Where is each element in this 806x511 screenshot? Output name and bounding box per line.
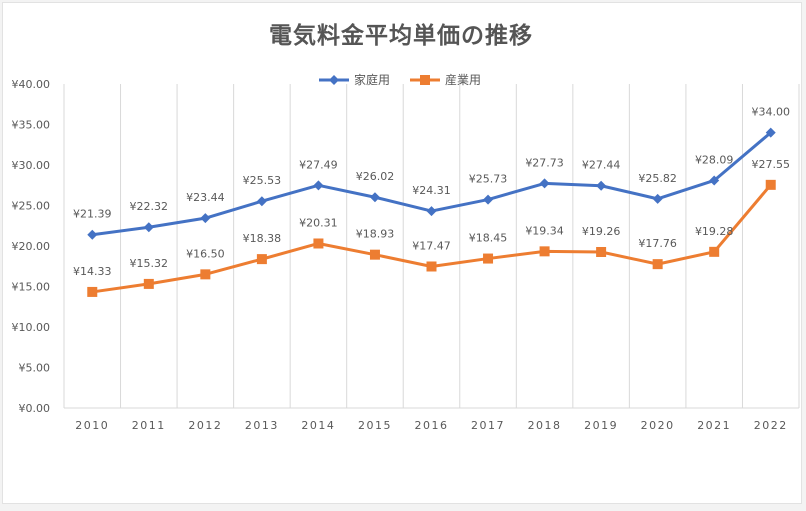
- x-tick-label: 2011: [132, 419, 166, 432]
- data-label: ¥18.45: [469, 232, 508, 245]
- line-chart: 電気料金平均単価の推移 家庭用 産業用 ¥0.00 ¥5.00 ¥10.00 ¥15.0…: [12, 22, 800, 432]
- series-group: ¥21.39 ¥22.32 ¥23.44 ¥25.53 ¥27.49 ¥26.02 ¥24.…: [73, 106, 790, 297]
- data-point: [483, 194, 494, 205]
- y-tick-label: ¥30.00: [12, 159, 51, 172]
- data-point: [596, 180, 607, 191]
- data-label: ¥19.34: [525, 224, 564, 237]
- x-tick-label: 2017: [471, 419, 505, 432]
- data-point: [426, 206, 437, 217]
- y-tick-label: ¥35.00: [12, 119, 51, 132]
- y-tick-label: ¥10.00: [12, 321, 51, 334]
- y-tick-label: ¥25.00: [12, 200, 51, 213]
- legend-label: 家庭用: [354, 72, 390, 87]
- x-tick-label: 2015: [358, 419, 392, 432]
- x-tick-label: 2013: [245, 419, 279, 432]
- y-tick-label: ¥0.00: [19, 402, 51, 415]
- data-point: [709, 246, 720, 257]
- x-tick-label: 2012: [188, 419, 222, 432]
- data-label: ¥34.00: [751, 106, 790, 119]
- legend-marker: [329, 75, 339, 85]
- data-point: [652, 193, 663, 204]
- data-point: [256, 196, 267, 207]
- data-point: [256, 254, 267, 265]
- x-tick-label: 2020: [641, 419, 675, 432]
- data-label: ¥22.32: [130, 200, 169, 213]
- data-label: ¥28.09: [695, 153, 734, 166]
- y-tick-label: ¥15.00: [12, 281, 51, 294]
- chart-title: 電気料金平均単価の推移: [269, 22, 533, 49]
- data-point: [596, 246, 607, 257]
- data-label: ¥27.49: [299, 158, 338, 171]
- chart-frame: 電気料金平均単価の推移 家庭用 産業用 ¥0.00 ¥5.00 ¥10.00 ¥15.0…: [2, 2, 802, 504]
- data-point: [369, 192, 380, 203]
- legend: 家庭用 産業用: [319, 72, 481, 87]
- data-label: ¥15.32: [130, 257, 169, 270]
- data-label: ¥25.73: [469, 173, 508, 186]
- x-axis: 2010 2011 2012 2013 2014 2015 2016 2017 2018 2019…: [75, 419, 788, 432]
- x-tick-label: 2014: [301, 419, 335, 432]
- data-label: ¥20.31: [299, 216, 338, 229]
- data-label: ¥25.82: [638, 172, 677, 185]
- series-1: ¥14.33 ¥15.32 ¥16.50 ¥18.38 ¥20.31 ¥18.93 ¥17.…: [73, 158, 790, 297]
- data-point: [539, 178, 550, 189]
- data-label: ¥18.93: [356, 228, 395, 241]
- data-point: [200, 269, 211, 280]
- data-label: ¥25.53: [243, 174, 282, 187]
- data-point: [539, 246, 550, 257]
- data-label: ¥23.44: [186, 191, 225, 204]
- x-tick-label: 2022: [754, 419, 788, 432]
- legend-marker: [420, 75, 430, 85]
- data-label: ¥17.76: [638, 237, 677, 250]
- data-label: ¥18.38: [243, 232, 282, 245]
- y-axis: ¥0.00 ¥5.00 ¥10.00 ¥15.00 ¥20.00 ¥25.00 ¥30.00…: [12, 78, 51, 415]
- x-tick-label: 2019: [584, 419, 618, 432]
- data-point: [87, 229, 98, 240]
- data-point: [313, 238, 324, 249]
- data-label: ¥19.28: [695, 225, 734, 238]
- data-point: [709, 175, 720, 186]
- data-point: [483, 253, 494, 264]
- data-label: ¥19.26: [582, 225, 621, 238]
- data-point: [426, 261, 437, 272]
- data-point: [313, 180, 324, 191]
- x-tick-label: 2016: [415, 419, 449, 432]
- data-point: [369, 249, 380, 260]
- data-label: ¥27.55: [751, 158, 790, 171]
- data-label: ¥27.44: [582, 159, 621, 172]
- data-label: ¥16.50: [186, 247, 225, 260]
- data-label: ¥24.31: [412, 184, 451, 197]
- data-point: [765, 179, 776, 190]
- data-point: [200, 213, 211, 224]
- x-tick-label: 2018: [528, 419, 562, 432]
- x-tick-label: 2021: [697, 419, 731, 432]
- data-point: [765, 127, 776, 138]
- y-tick-label: ¥20.00: [12, 240, 51, 253]
- data-point: [143, 222, 154, 233]
- grid: [63, 84, 800, 409]
- data-label: ¥14.33: [73, 265, 112, 278]
- data-point: [87, 286, 98, 297]
- series-0: ¥21.39 ¥22.32 ¥23.44 ¥25.53 ¥27.49 ¥26.02 ¥24.…: [73, 106, 790, 240]
- x-tick-label: 2010: [75, 419, 109, 432]
- y-tick-label: ¥40.00: [12, 78, 51, 91]
- legend-label: 産業用: [445, 72, 481, 87]
- y-tick-label: ¥5.00: [19, 362, 51, 375]
- legend-item: 産業用: [410, 72, 481, 87]
- data-point: [143, 278, 154, 289]
- data-point: [652, 259, 663, 270]
- data-label: ¥27.73: [525, 156, 564, 169]
- data-label: ¥21.39: [73, 208, 112, 221]
- legend-item: 家庭用: [319, 72, 390, 87]
- data-label: ¥26.02: [356, 170, 395, 183]
- data-label: ¥17.47: [412, 239, 451, 252]
